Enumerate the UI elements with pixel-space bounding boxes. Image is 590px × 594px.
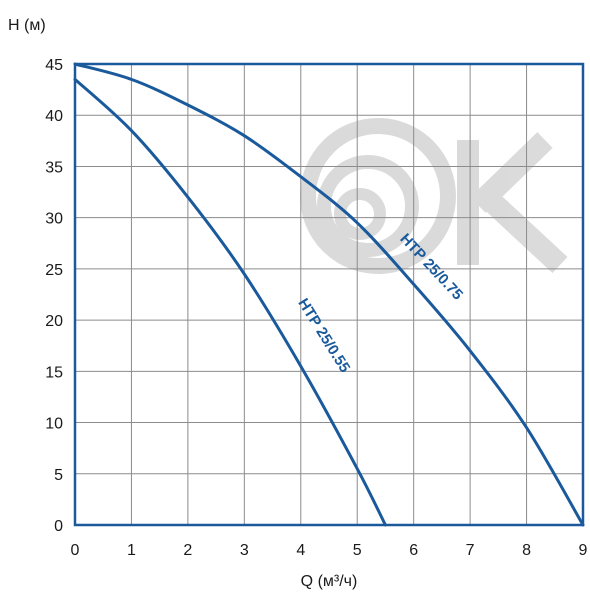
series-label-0: HTP 25/0.55	[294, 296, 353, 376]
grid	[75, 64, 583, 525]
watermark-logo	[300, 118, 568, 274]
x-tick-label: 1	[127, 542, 136, 559]
x-tick-label: 2	[183, 542, 192, 559]
y-tick-label: 15	[45, 364, 63, 381]
plot-frame	[73, 62, 585, 527]
y-axis-label: H (м)	[8, 17, 46, 34]
x-tick-label: 9	[579, 542, 588, 559]
y-tick-label: 0	[54, 518, 63, 535]
x-axis-ticks: 0 1 2 3 4 5 6 7 8 9	[71, 542, 588, 559]
x-tick-label: 8	[522, 542, 531, 559]
x-axis-label: Q (м³/ч)	[301, 573, 358, 590]
y-tick-label: 25	[45, 262, 63, 279]
x-tick-label: 5	[353, 542, 362, 559]
y-tick-label: 40	[45, 108, 63, 125]
y-tick-label: 35	[45, 159, 63, 176]
x-tick-label: 0	[71, 542, 80, 559]
series-lines	[73, 62, 585, 527]
x-tick-label: 4	[296, 542, 305, 559]
x-tick-label: 3	[240, 542, 249, 559]
series-line-0	[73, 77, 387, 527]
series-line-1	[73, 62, 585, 527]
y-tick-label: 45	[45, 57, 63, 74]
y-tick-label: 5	[54, 467, 63, 484]
x-tick-label: 6	[409, 542, 418, 559]
y-tick-label: 30	[45, 211, 63, 228]
y-tick-label: 20	[45, 313, 63, 330]
y-tick-label: 10	[45, 416, 63, 433]
x-tick-label: 7	[466, 542, 475, 559]
y-axis-ticks: 0 5 10 15 20 25 30 35 40 45	[45, 57, 63, 535]
